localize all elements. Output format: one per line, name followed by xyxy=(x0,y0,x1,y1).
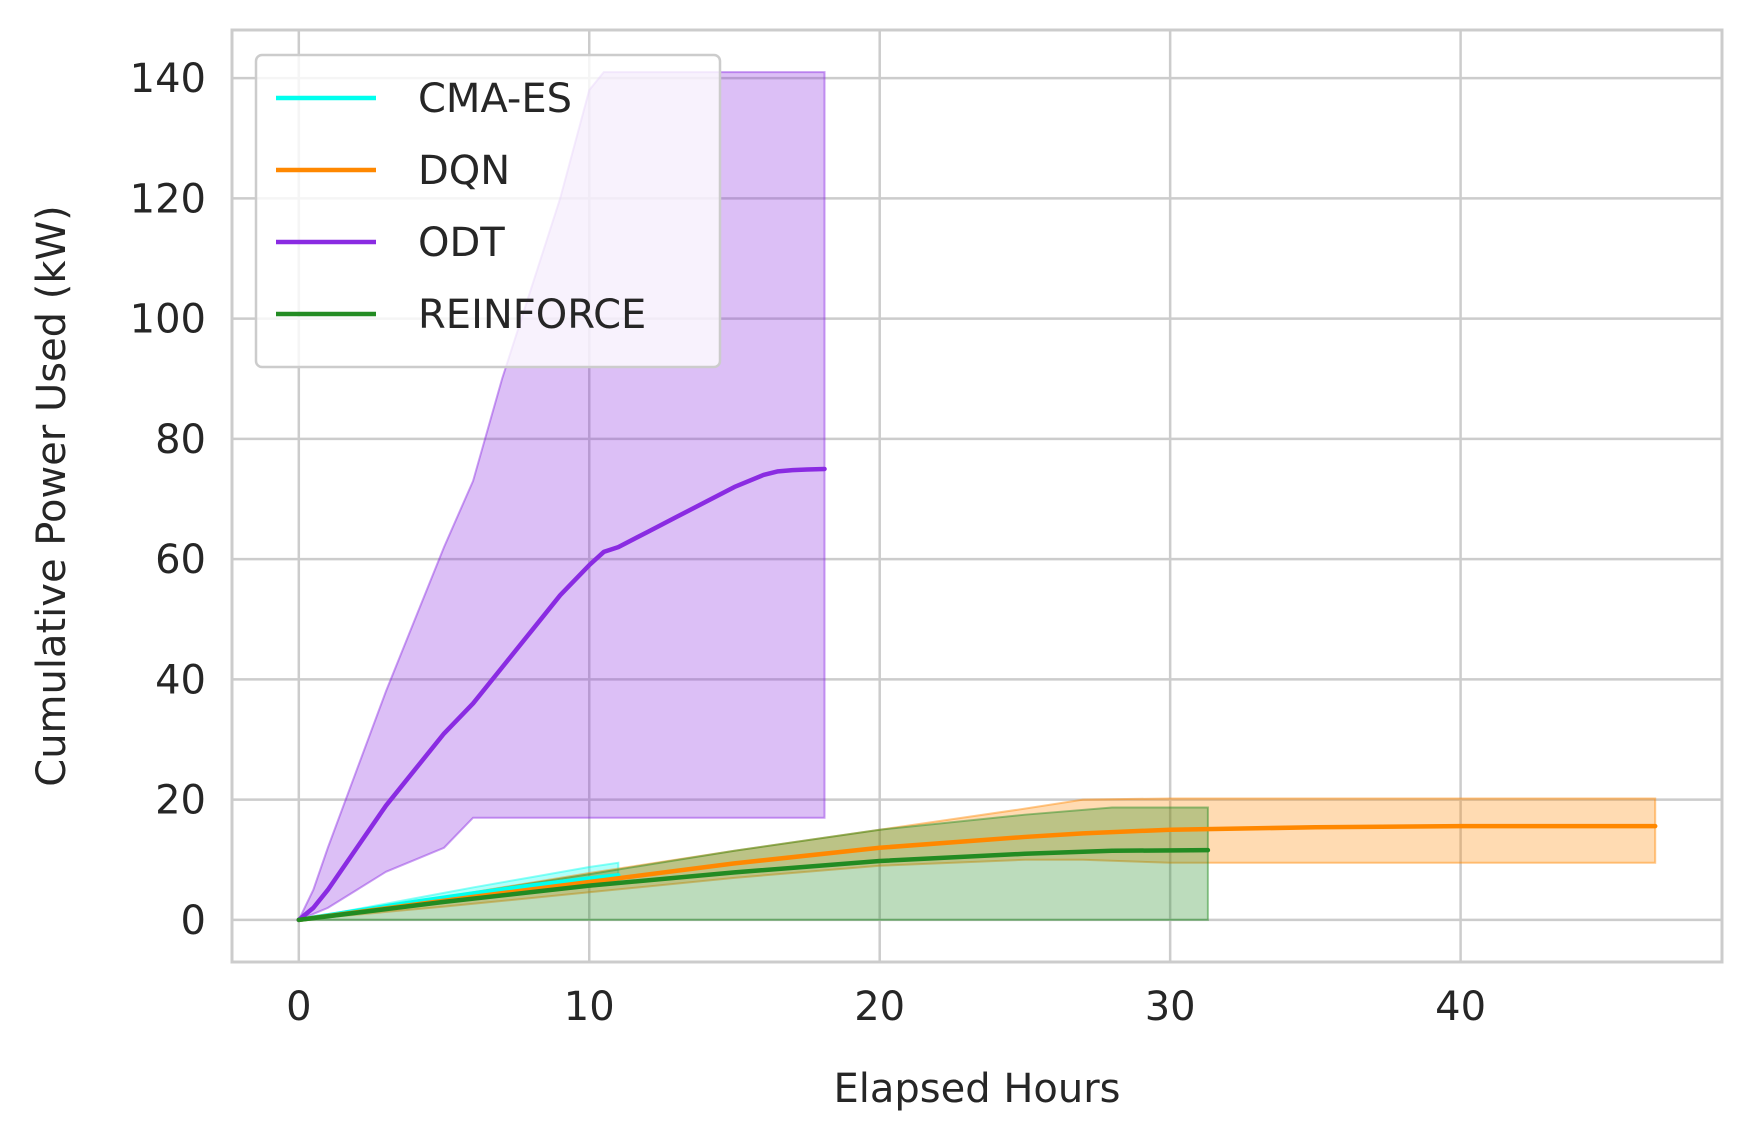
x-tick-label: 0 xyxy=(286,984,311,1030)
x-axis-title: Elapsed Hours xyxy=(833,1066,1120,1112)
x-tick-label: 20 xyxy=(854,984,905,1030)
y-tick-label: 120 xyxy=(130,176,206,222)
x-tick-label: 40 xyxy=(1435,984,1486,1030)
y-tick-label: 0 xyxy=(181,898,206,944)
y-tick-label: 20 xyxy=(155,778,206,824)
x-tick-label: 30 xyxy=(1145,984,1196,1030)
y-tick-label: 80 xyxy=(155,417,206,463)
y-tick-labels: 0 20 40 60 80 100 120 140 xyxy=(130,56,206,944)
legend-label-reinforce: REINFORCE xyxy=(418,292,646,338)
grid-lines xyxy=(232,30,1722,962)
y-axis-title: Cumulative Power Used (kW) xyxy=(29,205,75,786)
y-tick-label: 60 xyxy=(155,537,206,583)
y-tick-label: 100 xyxy=(130,297,206,343)
legend-label-cma-es: CMA-ES xyxy=(418,76,572,122)
x-tick-label: 10 xyxy=(564,984,615,1030)
y-tick-label: 140 xyxy=(130,56,206,102)
x-tick-labels: 0 10 20 30 40 xyxy=(286,984,1486,1030)
legend-box xyxy=(254,53,722,369)
series-lines xyxy=(296,466,1658,923)
line-dqn xyxy=(296,823,1658,923)
line-odt xyxy=(296,466,827,923)
y-tick-label: 40 xyxy=(155,657,206,703)
line-reinforce xyxy=(296,847,1211,923)
legend-label-odt: ODT xyxy=(418,220,505,266)
legend: CMA-ES DQN ODT REINFORCE xyxy=(254,53,722,369)
plot-frame xyxy=(230,28,1724,964)
legend-label-dqn: DQN xyxy=(418,148,510,194)
